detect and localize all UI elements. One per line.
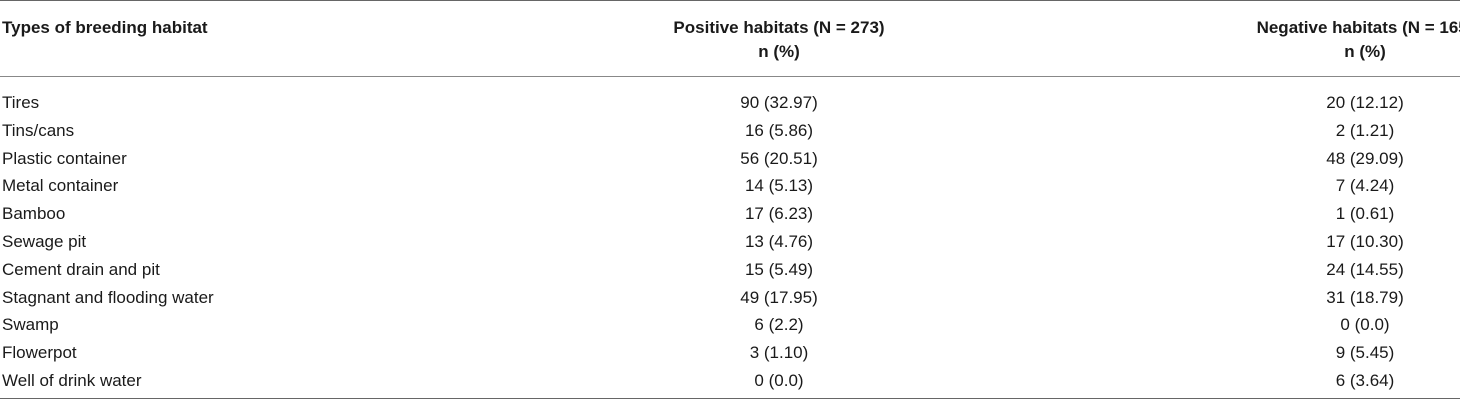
- positive-count-value: 17 (6.23): [744, 204, 814, 224]
- header-habitat-type: Types of breeding habitat: [0, 1, 560, 77]
- table-row: Sewage pit 13 (4.76) 17 (10.30): [0, 228, 1460, 256]
- habitat-type-cell: Stagnant and flooding water: [2, 287, 214, 307]
- table-row: Well of drink water 0 (0.0) 6 (3.64): [0, 367, 1460, 398]
- negative-count-value: 31 (18.79): [1326, 287, 1404, 307]
- header-negative-label: Negative habitats (N = 165): [1256, 18, 1460, 37]
- table-row: Stagnant and flooding water 49 (17.95) 31 …: [0, 284, 1460, 312]
- table-row: Plastic container 56 (20.51) 48 (29.09): [0, 145, 1460, 173]
- negative-count-cell: 1 (0.61): [960, 200, 1460, 228]
- table-body: Tires 90 (32.97) 20 (12.12) Tins/cans 16 (5.…: [0, 77, 1460, 399]
- header-row: Types of breeding habitat Positive habit…: [0, 0, 1460, 77]
- positive-count-cell: 0 (0.0): [560, 367, 960, 398]
- table-header: Types of breeding habitat Positive habit…: [0, 0, 1460, 77]
- negative-count-value: 7 (4.24): [1335, 176, 1395, 196]
- header-positive-label: Positive habitats (N = 273): [673, 18, 885, 37]
- positive-count-value: 16 (5.86): [744, 120, 814, 140]
- habitat-type-cell: Tins/cans: [2, 120, 75, 140]
- habitat-type-cell: Cement drain and pit: [2, 259, 160, 279]
- negative-count-value: 24 (14.55): [1326, 259, 1404, 279]
- positive-count-cell: 90 (32.97): [560, 77, 960, 117]
- table-row: Flowerpot 3 (1.10) 9 (5.45): [0, 339, 1460, 367]
- positive-count-value: 3 (1.10): [749, 343, 809, 363]
- positive-count-value: 13 (4.76): [744, 231, 814, 251]
- negative-count-cell: 9 (5.45): [960, 339, 1460, 367]
- positive-count-value: 15 (5.49): [744, 259, 814, 279]
- negative-count-value: 17 (10.30): [1326, 231, 1404, 251]
- negative-count-cell: 6 (3.64): [960, 367, 1460, 398]
- negative-count-cell: 2 (1.21): [960, 117, 1460, 145]
- positive-count-value: 14 (5.13): [744, 176, 814, 196]
- negative-count-cell: 0 (0.0): [960, 311, 1460, 339]
- header-habitat-type-label: Types of breeding habitat: [2, 18, 208, 37]
- habitat-type-cell: Plastic container: [2, 148, 127, 168]
- positive-count-cell: 49 (17.95): [560, 284, 960, 312]
- habitat-type-cell: Sewage pit: [2, 231, 87, 251]
- negative-count-cell: 20 (12.12): [960, 77, 1460, 117]
- negative-count-cell: 48 (29.09): [960, 145, 1460, 173]
- positive-count-cell: 15 (5.49): [560, 256, 960, 284]
- negative-count-value: 48 (29.09): [1326, 148, 1404, 168]
- negative-count-value: 20 (12.12): [1326, 93, 1404, 112]
- negative-count-cell: 7 (4.24): [960, 172, 1460, 200]
- header-positive-habitats: Positive habitats (N = 273) n (%): [560, 1, 960, 77]
- habitat-type-cell: Tires: [2, 93, 40, 112]
- negative-count-value: 1 (0.61): [1335, 204, 1395, 224]
- table-row: Tins/cans 16 (5.86) 2 (1.21): [0, 117, 1460, 145]
- positive-count-cell: 56 (20.51): [560, 145, 960, 173]
- table-row: Metal container 14 (5.13) 7 (4.24): [0, 172, 1460, 200]
- negative-count-value: 6 (3.64): [1335, 370, 1395, 390]
- positive-count-cell: 6 (2.2): [560, 311, 960, 339]
- negative-count-cell: 31 (18.79): [960, 284, 1460, 312]
- positive-count-cell: 13 (4.76): [560, 228, 960, 256]
- negative-count-cell: 24 (14.55): [960, 256, 1460, 284]
- positive-count-value: 49 (17.95): [740, 287, 818, 307]
- header-negative-unit: n (%): [1344, 42, 1386, 61]
- positive-count-cell: 3 (1.10): [560, 339, 960, 367]
- table-row: Swamp 6 (2.2) 0 (0.0): [0, 311, 1460, 339]
- positive-count-cell: 14 (5.13): [560, 172, 960, 200]
- habitat-type-cell: Well of drink water: [2, 370, 142, 390]
- negative-count-value: 2 (1.21): [1335, 120, 1395, 140]
- table-row: Bamboo 17 (6.23) 1 (0.61): [0, 200, 1460, 228]
- negative-count-value: 0 (0.0): [1340, 315, 1390, 335]
- habitat-type-cell: Bamboo: [2, 204, 66, 224]
- positive-count-cell: 17 (6.23): [560, 200, 960, 228]
- habitat-type-cell: Flowerpot: [2, 343, 77, 363]
- positive-count-cell: 16 (5.86): [560, 117, 960, 145]
- header-negative-habitats: Negative habitats (N = 165) n (%): [960, 1, 1460, 77]
- table-row: Tires 90 (32.97) 20 (12.12): [0, 77, 1460, 117]
- habitat-type-cell: Swamp: [2, 315, 59, 335]
- positive-count-value: 56 (20.51): [740, 148, 818, 168]
- positive-count-value: 0 (0.0): [754, 370, 804, 390]
- positive-count-value: 6 (2.2): [754, 315, 804, 335]
- negative-count-value: 9 (5.45): [1335, 343, 1395, 363]
- positive-count-value: 90 (32.97): [740, 93, 818, 112]
- negative-count-cell: 17 (10.30): [960, 228, 1460, 256]
- header-positive-unit: n (%): [758, 42, 800, 61]
- table-row: Cement drain and pit 15 (5.49) 24 (14.55): [0, 256, 1460, 284]
- habitat-type-cell: Metal container: [2, 176, 119, 196]
